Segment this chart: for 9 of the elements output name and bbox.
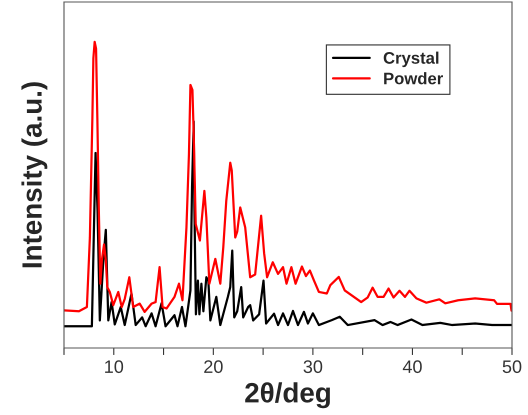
x-tick-label: 20: [204, 360, 223, 374]
x-tick-label: 30: [304, 360, 322, 374]
y-axis-title: Intensity (a.u.): [21, 82, 48, 268]
x-tick-label: 10: [105, 360, 124, 374]
legend-label: Crystal: [384, 52, 438, 68]
legend-label: Powder: [384, 72, 443, 84]
x-axis-title: 2θ/deg: [245, 382, 330, 408]
x-tick-label: 50: [502, 360, 522, 374]
x-tick-label: 40: [402, 360, 422, 374]
